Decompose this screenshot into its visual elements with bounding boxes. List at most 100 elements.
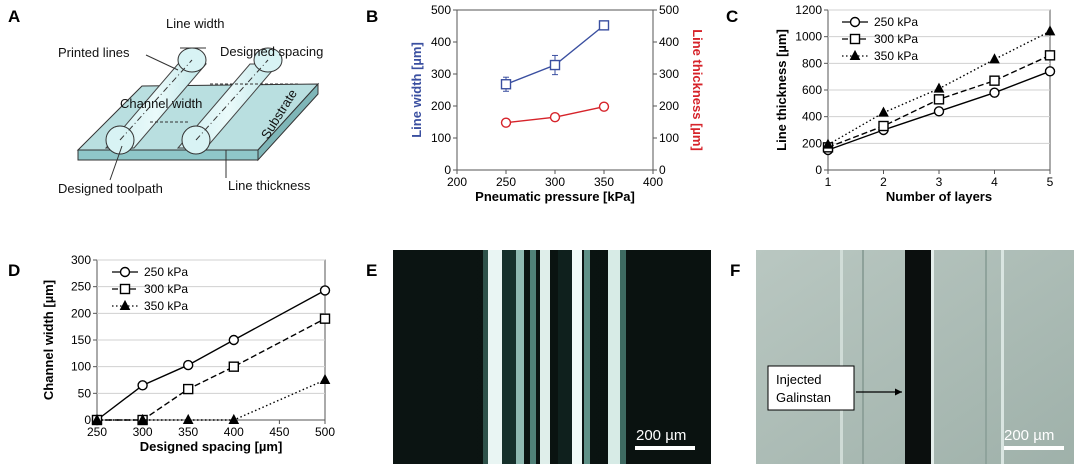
x-tick-label: 350 xyxy=(178,425,198,439)
y2-tick-label: 200 xyxy=(659,99,679,113)
series-line-1 xyxy=(97,318,326,421)
legend-label: 350 kPa xyxy=(144,299,188,313)
data-point xyxy=(319,285,331,296)
toolpath-right xyxy=(195,59,269,141)
y-tick-label: 0 xyxy=(444,163,451,177)
data-point xyxy=(182,359,194,371)
y-tick-label: 400 xyxy=(802,110,822,124)
label-channel-width: Channel width xyxy=(120,96,202,111)
legend-label: 250 kPa xyxy=(144,265,188,279)
data-point xyxy=(500,79,512,90)
data-point xyxy=(137,380,148,391)
line-edge-f1 xyxy=(840,250,843,464)
x-tick-label: 400 xyxy=(643,175,663,189)
x-axis-label: Designed spacing [µm] xyxy=(140,439,283,454)
data-point xyxy=(1044,50,1056,61)
x-axis-label: Number of layers xyxy=(886,189,992,204)
printed-line-edge-7 xyxy=(608,250,620,464)
series-line-0 xyxy=(505,24,605,85)
data-point xyxy=(91,413,103,424)
x-tick-label: 200 xyxy=(447,175,467,189)
data-point xyxy=(989,53,1000,64)
y-tick-label: 800 xyxy=(802,56,822,70)
galinstan-channel xyxy=(905,250,931,464)
y-tick-label: 200 xyxy=(71,306,91,320)
toolpath-left xyxy=(119,59,193,141)
scale-label-e: 200 µm xyxy=(636,427,686,444)
label-designed-spacing: Designed spacing xyxy=(220,44,323,59)
x-axis-label: Pneumatic pressure [kPa] xyxy=(475,189,635,204)
printed-line-right-far-end xyxy=(253,47,283,73)
x-tick-label: 500 xyxy=(315,425,335,439)
chart-b: 200 250 300 350 4000100200300400500010020030… xyxy=(409,3,705,204)
line-edge-f3 xyxy=(931,250,934,464)
data-point xyxy=(989,75,1000,86)
scale-label-f: 200 µm xyxy=(1004,427,1054,444)
y-tick-label: 100 xyxy=(431,131,451,145)
y-tick-label: 200 xyxy=(431,99,451,113)
x-tick-label: 400 xyxy=(224,425,244,439)
channel-gap-2 xyxy=(558,250,572,464)
legend-marker xyxy=(119,299,131,310)
legend-label: 350 kPa xyxy=(874,49,918,63)
data-point xyxy=(1044,66,1056,77)
panel-label-d: D xyxy=(8,261,20,280)
legend-label: 300 kPa xyxy=(144,282,188,296)
y-tick-label: 100 xyxy=(71,360,91,374)
data-point xyxy=(228,334,240,346)
line-edge-f2 xyxy=(862,250,864,464)
y-tick-label: 600 xyxy=(802,83,822,97)
series-line-2 xyxy=(97,379,326,421)
y-axis-label: Channel width [µm] xyxy=(41,280,56,400)
x-tick-label: 2 xyxy=(880,175,887,189)
y2-tick-label: 400 xyxy=(659,35,679,49)
legend-label: 250 kPa xyxy=(874,15,918,29)
annotation-line2: Galinstan xyxy=(776,390,831,405)
data-point xyxy=(228,361,240,372)
y-tick-label: 300 xyxy=(71,253,91,267)
data-point xyxy=(228,413,240,424)
data-point xyxy=(182,383,194,395)
label-designed-toolpath: Designed toolpath xyxy=(58,181,163,196)
x-tick-label: 250 xyxy=(87,425,107,439)
panel-label-f: F xyxy=(730,261,740,280)
substrate-side-face xyxy=(257,82,319,162)
channel-gap-1 xyxy=(502,250,516,464)
y2-axis-label: Line thickness [µm] xyxy=(690,29,705,151)
x-tick-label: 300 xyxy=(133,425,153,439)
panel-label-b: B xyxy=(366,7,378,26)
y-tick-label: 0 xyxy=(84,413,91,427)
chart-d: 250 300 350 400 450 500050100150200250300Desi… xyxy=(41,253,335,454)
substrate-front-face xyxy=(77,149,259,161)
panel-label-c: C xyxy=(726,7,738,26)
x-tick-label: 1 xyxy=(825,175,832,189)
panel-label-e: E xyxy=(366,261,377,280)
data-point xyxy=(878,106,889,117)
printed-line-edge-8 xyxy=(620,250,626,464)
data-point xyxy=(822,138,834,149)
printed-line-edge-5 xyxy=(572,250,582,464)
data-point xyxy=(182,413,194,424)
legend-marker xyxy=(119,266,131,278)
legend-marker xyxy=(849,49,861,60)
data-point xyxy=(933,82,945,93)
data-point xyxy=(878,120,889,132)
legend-marker xyxy=(849,33,861,45)
label-printed-lines: Printed lines xyxy=(58,45,130,60)
data-point xyxy=(989,87,1000,98)
data-point xyxy=(1044,25,1056,36)
printed-line-edge-4 xyxy=(540,250,550,464)
printed-line-edge-3 xyxy=(530,250,536,464)
y-tick-label: 400 xyxy=(431,35,451,49)
data-point xyxy=(319,313,331,324)
data-point xyxy=(500,117,512,128)
data-point xyxy=(549,59,561,71)
data-point xyxy=(933,106,945,117)
y-tick-label: 150 xyxy=(71,333,91,347)
y-tick-label: 0 xyxy=(815,163,822,177)
y-tick-label: 300 xyxy=(431,67,451,81)
y-tick-label: 1000 xyxy=(795,30,822,44)
data-point xyxy=(933,94,945,105)
leader-toolpath xyxy=(109,145,123,181)
